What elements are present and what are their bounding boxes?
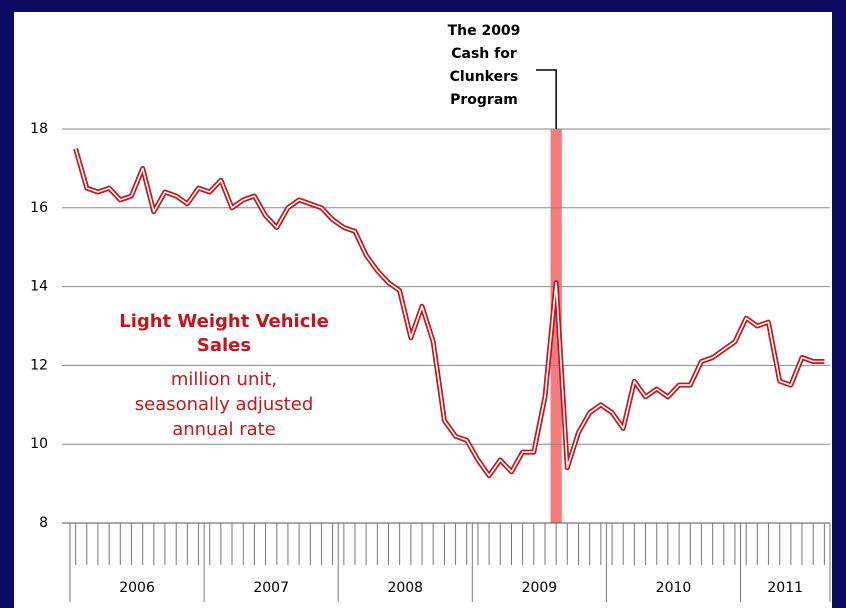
y-tick-label: 8: [39, 515, 48, 531]
annotation-leader: [536, 69, 557, 129]
highlight-band: [550, 129, 562, 523]
x-tick-label: 2011: [767, 580, 803, 596]
y-tick-label: 12: [30, 357, 48, 373]
event-annotation: Clunkers: [450, 69, 519, 85]
series-note: annual rate: [172, 419, 276, 440]
y-tick-label: 14: [30, 279, 48, 295]
x-tick-label: 2010: [656, 580, 692, 596]
x-tick-label: 2008: [387, 580, 423, 596]
series-title: Light Weight Vehicle: [119, 311, 329, 332]
event-annotation: Cash for: [451, 46, 517, 62]
y-tick-label: 18: [30, 121, 48, 137]
x-tick-label: 2009: [522, 580, 558, 596]
annotations: The 2009 Cash for Clunkers Program Light Wei…: [119, 23, 557, 440]
series-note: seasonally adjusted: [135, 394, 314, 415]
series-line-core: [74, 148, 825, 477]
series-note: million unit,: [171, 369, 277, 390]
event-annotation: The 2009: [448, 23, 521, 39]
series-title: Sales: [197, 335, 251, 356]
y-tick-label: 16: [30, 200, 48, 216]
x-tick-label: 2006: [119, 580, 155, 596]
y-tick-label: 10: [30, 436, 48, 452]
event-annotation: Program: [450, 92, 518, 108]
x-tick-label: 2007: [253, 580, 289, 596]
